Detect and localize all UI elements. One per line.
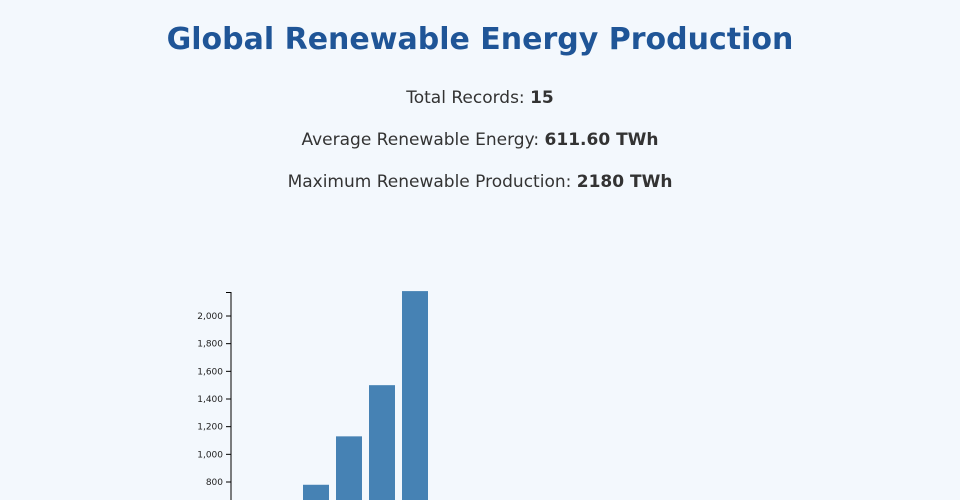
bar[interactable] [369,385,395,500]
y-axis: 800 1,000 1,200 1,400 1,600 1,800 2,000 [197,292,232,500]
y-tick-label: 1,600 [197,367,223,377]
bars-group [303,291,428,500]
y-tick-label: 1,200 [197,423,223,433]
y-tick-label: 1,400 [197,395,223,405]
y-tick-label: 800 [206,478,223,488]
bar[interactable] [303,484,329,500]
maximum-production-value: 2180 TWh [576,172,673,192]
total-records-label: Total Records: [406,88,525,108]
bar[interactable] [402,291,428,500]
maximum-production-stat: Maximum Renewable Production: 2180 TWh [0,172,960,192]
bar[interactable] [336,436,362,500]
maximum-production-label: Maximum Renewable Production: [287,172,572,192]
y-tick-label: 2,000 [197,312,223,322]
average-energy-label: Average Renewable Energy: [301,130,540,150]
average-energy-stat: Average Renewable Energy: 611.60 TWh [0,130,960,150]
page-title: Global Renewable Energy Production [166,22,794,57]
total-records-stat: Total Records: 15 [0,88,960,108]
y-tick-label: 1,000 [197,450,223,460]
average-energy-value: 611.60 TWh [544,130,659,150]
total-records-value: 15 [530,88,554,108]
y-tick-label: 1,800 [197,340,223,350]
